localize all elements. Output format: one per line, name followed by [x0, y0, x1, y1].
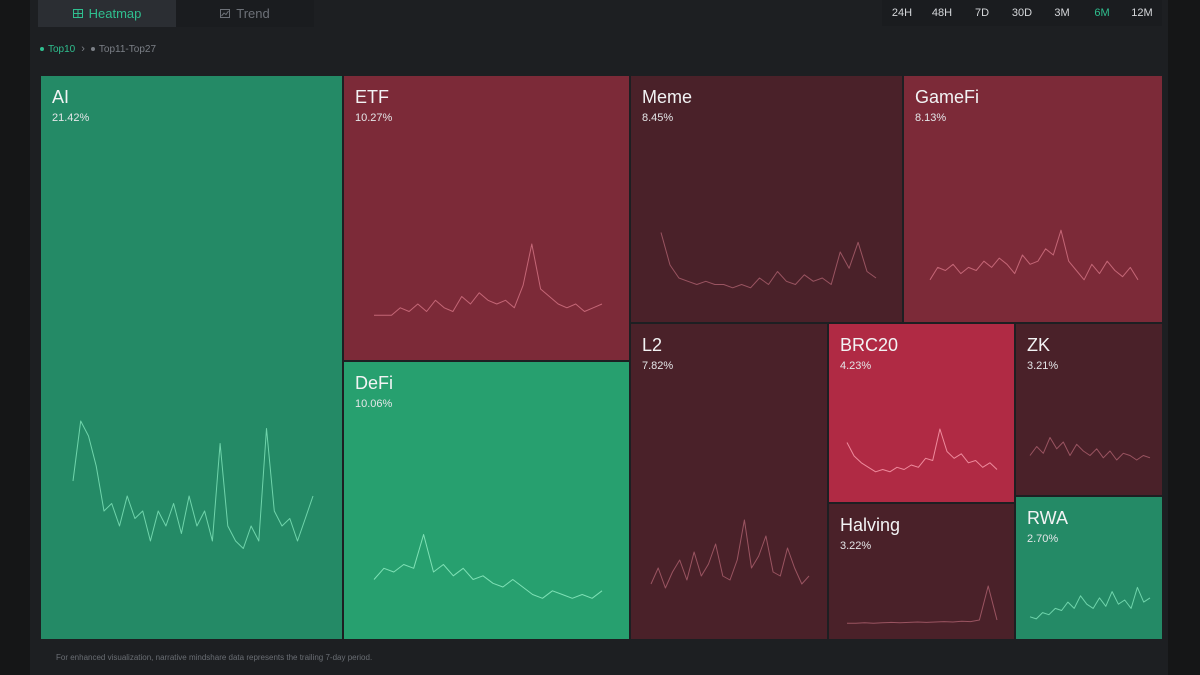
tile-label: BRC20: [840, 335, 899, 355]
tile-share: 21.42%: [52, 112, 90, 124]
tile-defi[interactable]: DeFi 10.06%: [343, 361, 630, 640]
tile-label: ZK: [1027, 335, 1051, 355]
tile-share: 10.27%: [355, 112, 393, 124]
sparkline-rwa: [1029, 586, 1151, 620]
tile-label: AI: [52, 87, 70, 107]
range-24h[interactable]: 24H: [891, 7, 913, 19]
tile-share: 2.70%: [1027, 533, 1059, 545]
inactive-dot-icon: [90, 47, 95, 51]
tab-trend[interactable]: Trend: [176, 0, 314, 27]
tile-share: 10.06%: [355, 398, 393, 410]
footnote: For enhanced visualization, narrative mi…: [56, 653, 373, 662]
tile-halving[interactable]: Halving 3.22%: [828, 503, 1015, 640]
heatmap-icon: [72, 9, 83, 18]
tab-trend-label: Trend: [236, 6, 270, 21]
filter-top11-top27-label: Top11-Top27: [98, 43, 157, 55]
chevron-right-icon: ›: [81, 43, 85, 55]
tile-gamefi[interactable]: GameFi 8.13%: [903, 75, 1163, 323]
tile-share: 8.13%: [915, 112, 947, 124]
active-dot-icon: [40, 47, 44, 51]
tile-brc20[interactable]: BRC20 4.23%: [828, 323, 1015, 503]
filter-top10-label: Top10: [48, 43, 76, 55]
filter-top11-top27[interactable]: Top11-Top27: [90, 43, 157, 55]
tile-share: 4.23%: [840, 360, 872, 372]
tile-l2[interactable]: L2 7.82%: [630, 323, 828, 640]
tile-share: 8.45%: [642, 112, 674, 124]
tile-meme[interactable]: Meme 8.45%: [630, 75, 903, 323]
sparkline-l2: [650, 519, 810, 589]
tile-label: Halving: [840, 515, 901, 535]
time-range-selector: 24H 48H 7D 30D 3M 6M 12M: [882, 0, 1162, 26]
range-7d[interactable]: 7D: [974, 7, 990, 19]
sparkline-ai: [72, 420, 314, 549]
range-30d[interactable]: 30D: [1011, 7, 1033, 19]
range-3m[interactable]: 3M: [1054, 7, 1070, 19]
tab-heatmap[interactable]: Heatmap: [38, 0, 176, 27]
tile-etf[interactable]: ETF 10.27%: [343, 75, 630, 361]
tile-share: 3.21%: [1027, 360, 1059, 372]
tile-ai[interactable]: AI 21.42%: [40, 75, 343, 640]
tile-share: 7.82%: [642, 360, 674, 372]
sparkline-brc20: [846, 428, 998, 473]
rank-filter: Top10 › Top11-Top27: [40, 43, 156, 55]
tab-heatmap-label: Heatmap: [88, 6, 142, 21]
sparkline-etf: [374, 243, 603, 316]
filter-top10[interactable]: Top10: [40, 44, 75, 55]
sparkline-gamefi: [929, 229, 1139, 281]
sparkline-halving: [847, 585, 998, 624]
tile-rwa[interactable]: RWA 2.70%: [1015, 496, 1163, 640]
tile-label: RWA: [1027, 508, 1069, 528]
tile-label: Meme: [642, 87, 693, 107]
sparkline-defi: [373, 534, 603, 599]
view-tabs: Heatmap Trend: [38, 0, 314, 27]
range-12m[interactable]: 12M: [1131, 7, 1153, 19]
range-6m[interactable]: 6M: [1094, 7, 1110, 19]
tile-share: 3.22%: [840, 540, 872, 552]
range-48h[interactable]: 48H: [931, 7, 953, 19]
sparkline-zk: [1029, 437, 1151, 461]
tile-label: DeFi: [355, 373, 394, 393]
tile-label: ETF: [355, 87, 389, 107]
trend-icon: [220, 9, 231, 18]
tile-label: GameFi: [915, 87, 980, 107]
tile-label: L2: [642, 335, 663, 355]
tile-zk[interactable]: ZK 3.21%: [1015, 323, 1163, 496]
sparkline-meme: [660, 232, 877, 289]
